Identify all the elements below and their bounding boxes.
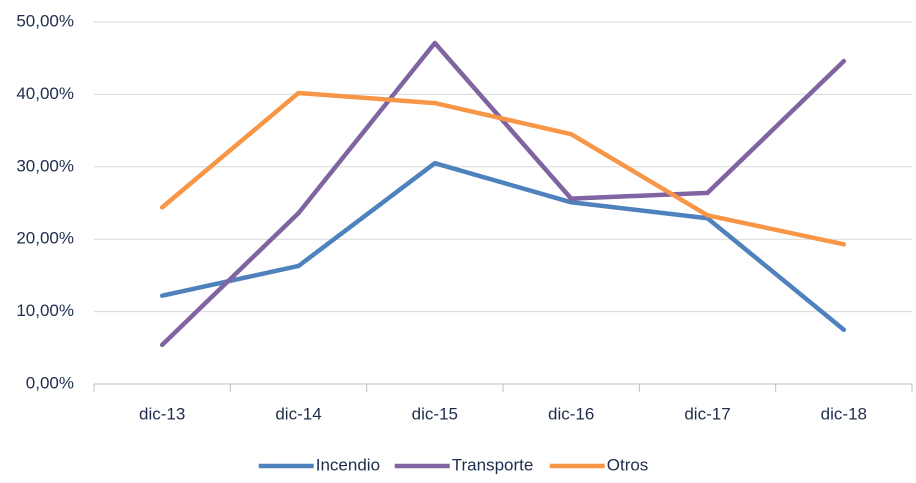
x-tick-label: dic-14 <box>275 404 321 423</box>
series-line <box>159 160 847 332</box>
y-tick-label: 20,00% <box>16 229 74 248</box>
y-tick-label: 50,00% <box>16 11 74 30</box>
x-tick-label: dic-13 <box>139 404 185 423</box>
y-tick-label: 10,00% <box>16 301 74 320</box>
x-tick-label: dic-16 <box>548 404 594 423</box>
legend-label: Otros <box>607 455 649 474</box>
legend-label: Transporte <box>452 455 534 474</box>
x-tick-label: dic-17 <box>684 404 730 423</box>
y-tick-label: 30,00% <box>16 156 74 175</box>
y-tick-label: 0,00% <box>26 373 74 392</box>
y-tick-label: 40,00% <box>16 84 74 103</box>
x-tick-label: dic-18 <box>821 404 867 423</box>
x-tick-label: dic-15 <box>412 404 458 423</box>
series-line <box>159 40 847 348</box>
legend-label: Incendio <box>316 455 380 474</box>
series-line <box>159 90 847 247</box>
